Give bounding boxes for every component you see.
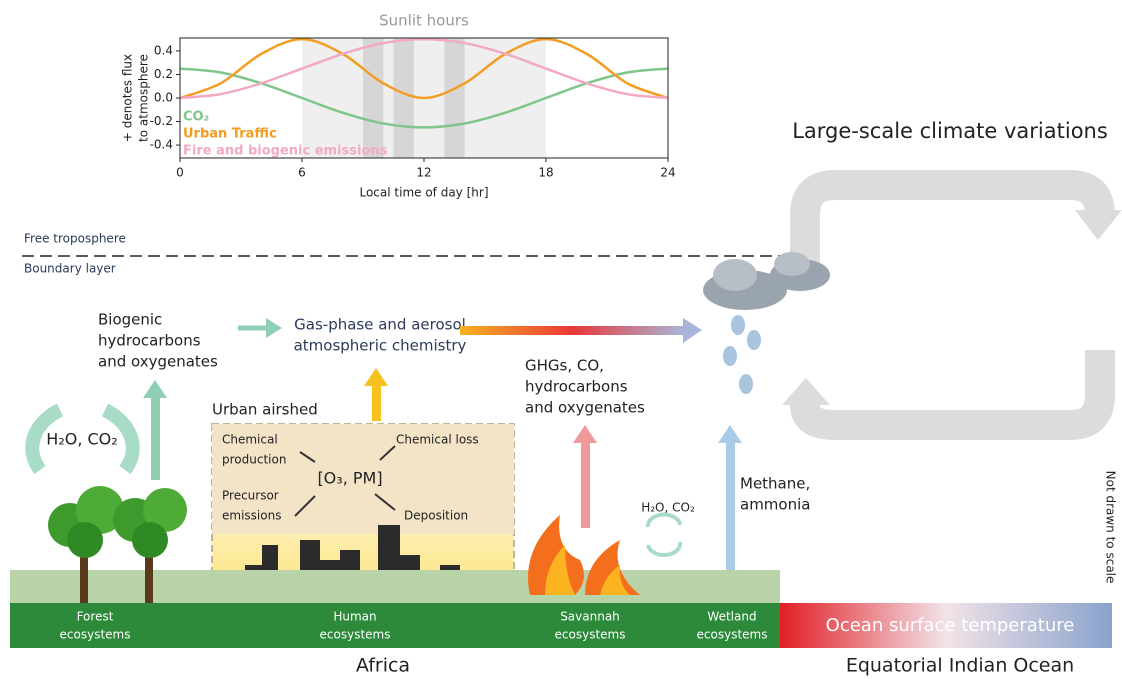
label: emissions — [222, 509, 281, 523]
legend-entry: Fire and biogenic emissions — [183, 144, 388, 159]
arrowhead — [1075, 210, 1122, 240]
label: Gas-phase and aerosol — [294, 316, 466, 334]
chart-title: Sunlit hours — [379, 12, 469, 30]
label: Precursor — [222, 489, 279, 503]
label: Equatorial Indian Ocean — [846, 655, 1074, 677]
label: hydrocarbons — [98, 332, 201, 350]
label: ammonia — [740, 496, 810, 514]
dark-band — [363, 38, 383, 158]
arrowhead — [143, 380, 167, 398]
label: [O₃, PM] — [317, 469, 382, 488]
y-axis-label: + denotes flux — [121, 54, 135, 142]
arrow — [726, 440, 735, 590]
label: ecosystems — [555, 628, 626, 642]
arrow — [372, 383, 381, 421]
arrowhead — [266, 318, 282, 338]
x-tick-label: 24 — [660, 166, 675, 180]
label: Ocean surface temperature — [826, 615, 1075, 636]
label: Boundary layer — [24, 262, 116, 276]
arrowhead — [364, 368, 388, 386]
label: H₂O, CO₂ — [641, 501, 695, 515]
label: atmospheric chemistry — [294, 337, 467, 355]
label: Large-scale climate variations — [792, 119, 1108, 143]
rain — [723, 315, 761, 394]
label: ecosystems — [60, 628, 131, 642]
label: GHGs, CO, — [525, 357, 604, 375]
label: Africa — [356, 655, 410, 677]
arrow — [151, 395, 160, 480]
arrowhead — [573, 425, 597, 443]
y-tick-label: -0.4 — [150, 138, 173, 152]
label: and oxygenates — [525, 399, 645, 417]
label: Biogenic — [98, 311, 162, 329]
diagram: Sunlit hours 0.4 0.2 0.0 -0.2 -0.40 6 12 18 24 Loc… — [0, 0, 1122, 679]
x-tick-label: 12 — [416, 166, 431, 180]
label: Forest — [77, 610, 114, 624]
label: Chemical loss — [396, 433, 479, 447]
label: Not drawn to scale — [1104, 471, 1118, 584]
label: Methane, — [740, 475, 810, 493]
y-axis-label: to atmosphere — [137, 54, 151, 142]
x-tick-label: 6 — [298, 166, 306, 180]
inset-chart: Sunlit hours 0.4 0.2 0.0 -0.2 -0.40 6 12 18 24 Loc… — [121, 12, 676, 200]
label: hydrocarbons — [525, 378, 628, 396]
clouds — [703, 252, 830, 310]
label: ecosystems — [320, 628, 391, 642]
label: Wetland — [707, 610, 756, 624]
y-tick-label: 0.4 — [154, 43, 173, 57]
arrow — [581, 440, 590, 528]
x-tick-label: 0 — [176, 166, 184, 180]
label: Human — [333, 610, 376, 624]
label: Urban airshed — [212, 401, 318, 419]
arrowhead — [718, 425, 742, 443]
dark-band — [444, 38, 464, 158]
label: Free troposphere — [24, 232, 126, 246]
label: ecosystems — [697, 628, 768, 642]
x-tick-label: 18 — [538, 166, 553, 180]
y-tick-label: 0.2 — [154, 67, 173, 81]
label: Chemical — [222, 433, 278, 447]
label: Savannah — [560, 610, 620, 624]
arrowhead — [782, 378, 830, 405]
dark-band — [394, 38, 414, 158]
label: production — [222, 453, 286, 467]
label: and oxygenates — [98, 353, 218, 371]
label: H₂O, CO₂ — [46, 430, 117, 449]
x-axis-label: Local time of day [hr] — [359, 186, 488, 200]
grass — [10, 570, 780, 605]
arrowhead — [683, 318, 702, 343]
climate-loop — [805, 185, 1100, 425]
y-tick-label: 0.0 — [154, 91, 173, 105]
arrow — [460, 326, 685, 335]
legend-entry: CO₂ — [183, 110, 209, 125]
label: Deposition — [404, 509, 468, 523]
y-tick-label: -0.2 — [150, 114, 173, 128]
legend-entry: Urban Traffic — [183, 127, 277, 142]
